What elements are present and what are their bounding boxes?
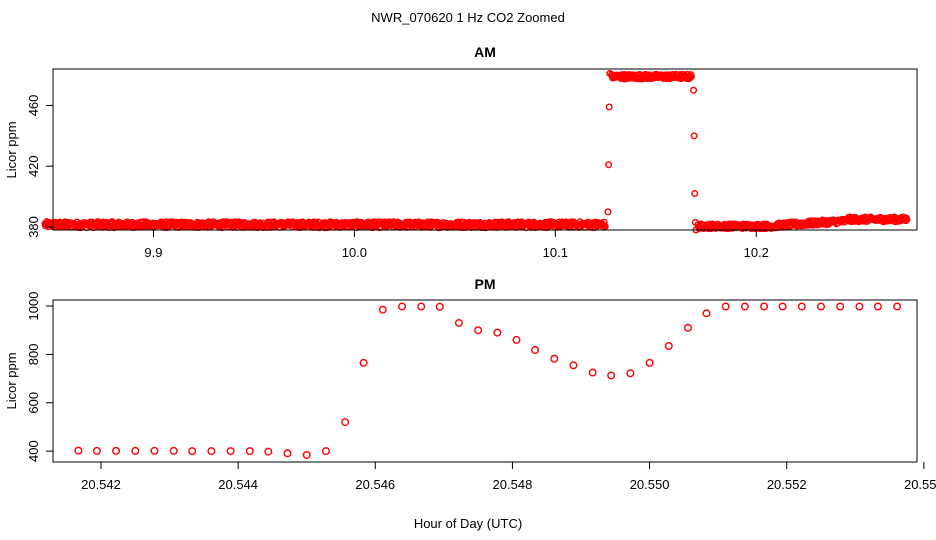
pm-data-point <box>92 446 101 455</box>
am-y-tick-label: 380 <box>26 216 41 238</box>
pm-data-point <box>245 447 254 456</box>
pm-data-point <box>626 369 635 378</box>
pm-data-point <box>226 447 235 456</box>
pm-data-point <box>302 450 311 459</box>
pm-x-tick-label: 20.546 <box>355 477 395 492</box>
pm-data-point <box>531 346 540 355</box>
pm-data-point <box>74 446 83 455</box>
am-data-point <box>605 103 613 111</box>
pm-data-point <box>740 302 749 311</box>
am-data-point <box>600 218 608 226</box>
pm-data-point <box>683 323 692 332</box>
am-data-point <box>902 217 910 225</box>
pm-panel-title: PM <box>475 276 496 292</box>
pm-x-tick-label: 20.554 <box>904 477 936 492</box>
am-x-tick-label: 10.1 <box>543 245 568 260</box>
pm-data-point <box>493 328 502 337</box>
x-axis-label: Hour of Day (UTC) <box>414 516 522 531</box>
pm-data-point <box>607 371 616 380</box>
pm-x-tick-label: 20.550 <box>630 477 670 492</box>
pm-data-point <box>398 302 407 311</box>
pm-y-axis-label: Licor ppm <box>4 352 19 409</box>
pm-panel: PM 20.542 20.544 20.546 20.548 20.550 20.552 2… <box>4 276 936 492</box>
pm-data-point <box>569 361 578 370</box>
pm-data-point <box>721 302 730 311</box>
pm-data-point <box>817 302 826 311</box>
pm-data-point <box>664 341 673 350</box>
pm-data-point <box>435 302 444 311</box>
pm-data-point <box>512 335 521 344</box>
pm-y-tick-label: 1000 <box>26 292 41 321</box>
pm-data-point <box>645 358 654 367</box>
pm-data-point <box>454 318 463 327</box>
am-data-point <box>606 70 614 78</box>
pm-y-axis: 400 600 800 1000 <box>26 292 53 462</box>
pm-data-point <box>588 368 597 377</box>
pm-x-axis: 20.542 20.544 20.546 20.548 20.550 20.552 20.5… <box>81 462 936 492</box>
pm-data-point <box>131 446 140 455</box>
pm-y-tick-label: 600 <box>26 392 41 414</box>
pm-data-point <box>169 446 178 455</box>
pm-data-point <box>321 447 330 456</box>
am-data-point <box>605 161 613 169</box>
am-y-axis: 380 420 460 <box>26 95 53 238</box>
pm-points <box>74 302 902 459</box>
pm-data-point <box>359 358 368 367</box>
am-panel: AM 9.9 10.0 10.1 10.2 380 420 460 Licor ppm <box>4 44 918 260</box>
am-data-point <box>690 86 698 94</box>
pm-data-point <box>283 449 292 458</box>
am-data-point <box>687 72 695 80</box>
pm-y-tick-label: 400 <box>26 440 41 462</box>
pm-data-point <box>417 302 426 311</box>
am-y-tick-label: 420 <box>26 155 41 177</box>
am-y-tick-label: 460 <box>26 95 41 117</box>
am-data-point <box>903 216 911 224</box>
am-data-point <box>686 73 694 81</box>
am-x-tick-label: 10.2 <box>744 245 769 260</box>
pm-data-point <box>207 447 216 456</box>
pm-data-point <box>188 447 197 456</box>
pm-x-tick-label: 20.542 <box>81 477 121 492</box>
am-data-point <box>690 132 698 140</box>
pm-x-tick-label: 20.552 <box>767 477 807 492</box>
pm-data-point <box>378 305 387 314</box>
pm-plot-frame <box>52 299 918 463</box>
am-x-tick-label: 9.9 <box>144 245 162 260</box>
pm-data-point <box>702 309 711 318</box>
pm-data-point <box>264 447 273 456</box>
pm-x-tick-label: 20.544 <box>218 477 258 492</box>
pm-y-tick-label: 800 <box>26 344 41 366</box>
pm-data-point <box>778 302 787 311</box>
pm-data-point <box>873 302 882 311</box>
pm-data-point <box>836 302 845 311</box>
am-plot-frame <box>52 68 918 231</box>
pm-data-point <box>760 302 769 311</box>
am-points <box>41 70 911 234</box>
pm-data-point <box>550 354 559 363</box>
pm-data-point <box>341 418 350 427</box>
pm-data-point <box>855 302 864 311</box>
am-data-point <box>601 222 609 230</box>
pm-data-point <box>150 446 159 455</box>
pm-data-point <box>893 302 902 311</box>
am-data-point <box>691 190 699 198</box>
pm-data-point <box>797 302 806 311</box>
am-x-tick-label: 10.0 <box>342 245 367 260</box>
pm-data-point <box>474 326 483 335</box>
pm-data-point <box>112 446 121 455</box>
am-y-axis-label: Licor ppm <box>4 121 19 178</box>
figure-title: NWR_070620 1 Hz CO2 Zoomed <box>371 10 565 25</box>
am-data-point <box>691 218 699 226</box>
am-panel-title: AM <box>474 44 496 60</box>
pm-x-tick-label: 20.548 <box>493 477 533 492</box>
am-data-point <box>604 208 612 216</box>
am-x-axis: 9.9 10.0 10.1 10.2 <box>144 230 769 260</box>
